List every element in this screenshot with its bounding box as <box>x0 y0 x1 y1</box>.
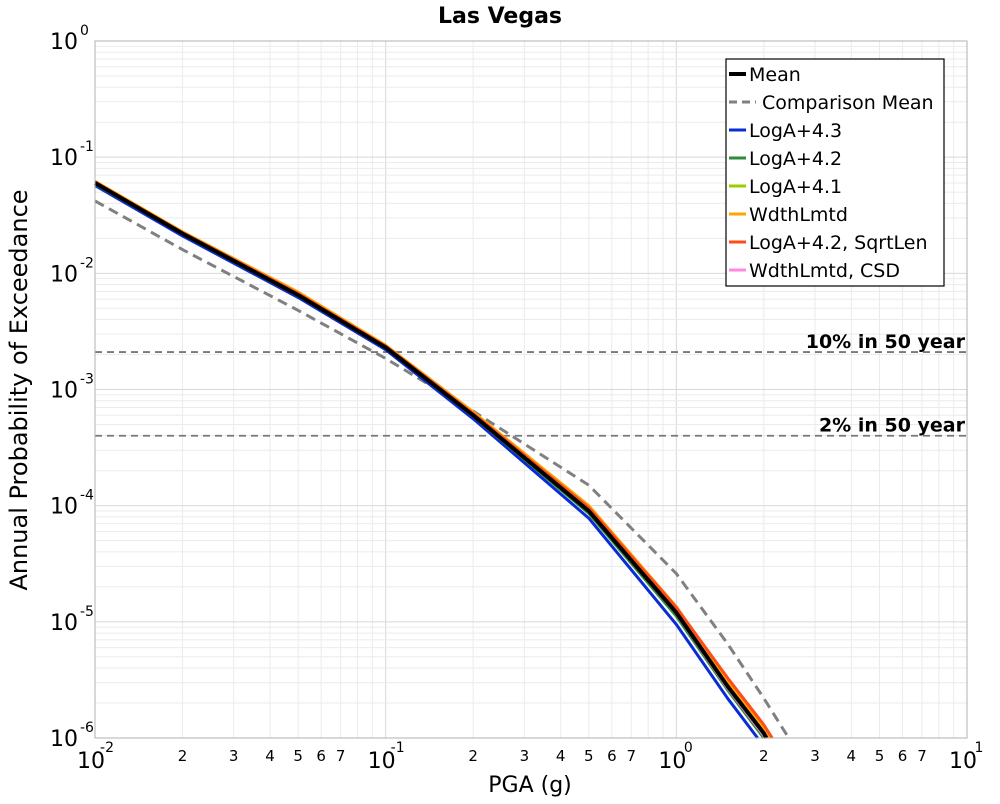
legend: Mean Comparison Mean LogA+4.3 LogA+4.2 LogA+… <box>725 58 945 287</box>
x-minor-tick-label: 5 <box>584 747 594 765</box>
legend-label: Comparison Mean <box>762 92 934 114</box>
x-tick-label: 10 <box>949 749 977 774</box>
grid <box>94 41 967 739</box>
y-tick-exponent: -2 <box>80 255 94 271</box>
x-minor-tick-label: 4 <box>556 747 566 765</box>
x-minor-tick-label: 7 <box>917 747 927 765</box>
y-tick-exponent: -4 <box>80 488 94 504</box>
y-tick-exponent: -1 <box>80 139 94 155</box>
x-minor-tick-label: 4 <box>847 747 857 765</box>
legend-frame <box>725 58 945 287</box>
x-minor-tick-label: 3 <box>520 747 530 765</box>
x-minor-tick-label: 2 <box>468 747 478 765</box>
series-line-wdthlmtd <box>94 180 771 739</box>
legend-label: LogA+4.1 <box>749 176 842 198</box>
series-line-loga-4-3 <box>94 184 759 739</box>
x-minor-tick-label: 6 <box>898 747 908 765</box>
series-line-mean <box>93 181 769 739</box>
legend-label: Mean <box>749 64 801 86</box>
series-line-loga-4-1 <box>94 181 769 739</box>
x-minor-tick-label: 6 <box>316 747 326 765</box>
legend-label: LogA+4.2 <box>749 148 842 170</box>
legend-label: WdthLmtd <box>749 204 848 226</box>
reference-lines: 10% in 50 year 2% in 50 year <box>95 331 967 437</box>
legend-label: WdthLmtd, CSD <box>749 260 900 282</box>
x-tick-label: 10 <box>368 749 396 774</box>
legend-label: LogA+4.2, SqrtLen <box>749 232 928 254</box>
y-tick-exponent: 0 <box>80 23 89 39</box>
y-axis-label: Annual Probability of Exceedance <box>5 189 33 590</box>
x-minor-tick-label: 5 <box>293 747 303 765</box>
x-axis-label: PGA (g) <box>488 773 572 798</box>
x-tick-exponent: -1 <box>391 740 405 756</box>
x-minor-tick-label: 6 <box>607 747 617 765</box>
y-tick-label: 10 <box>50 146 78 171</box>
y-tick-exponent: -6 <box>80 720 94 736</box>
reference-line-label: 2% in 50 year <box>819 415 966 437</box>
y-tick-label: 10 <box>50 379 78 404</box>
y-tick-label: 10 <box>50 495 78 520</box>
x-tick-exponent: -2 <box>100 740 114 756</box>
y-tick-label: 10 <box>50 611 78 636</box>
y-tick-label: 10 <box>50 262 78 287</box>
x-tick-label: 10 <box>658 749 686 774</box>
x-tick-label: 10 <box>77 749 105 774</box>
series-lines <box>93 180 790 739</box>
plot-frame <box>94 40 968 739</box>
reference-line-label: 10% in 50 year <box>806 331 966 353</box>
series-line-wdthlmtd-csd <box>94 182 767 739</box>
y-tick-label: 10 <box>50 727 78 752</box>
y-tick-exponent: -3 <box>80 372 94 388</box>
x-tick-exponent: 0 <box>684 740 693 756</box>
legend-label: LogA+4.3 <box>749 120 842 142</box>
x-minor-tick-label: 3 <box>810 747 820 765</box>
series-line-comparison-mean <box>94 199 790 739</box>
series-line-loga-4-2-sqrtlen <box>94 180 774 739</box>
x-minor-tick-label: 7 <box>336 747 346 765</box>
y-tick-label: 10 <box>50 30 78 55</box>
x-minor-tick-label: 3 <box>229 747 239 765</box>
x-minor-tick-label: 4 <box>265 747 275 765</box>
x-tick-exponent: 1 <box>975 740 984 756</box>
x-minor-tick-label: 2 <box>178 747 188 765</box>
y-tick-exponent: -5 <box>80 604 94 620</box>
x-minor-tick-label: 2 <box>759 747 769 765</box>
x-minor-tick-label: 5 <box>875 747 885 765</box>
x-minor-tick-label: 7 <box>627 747 637 765</box>
chart-title: Las Vegas <box>438 4 562 29</box>
